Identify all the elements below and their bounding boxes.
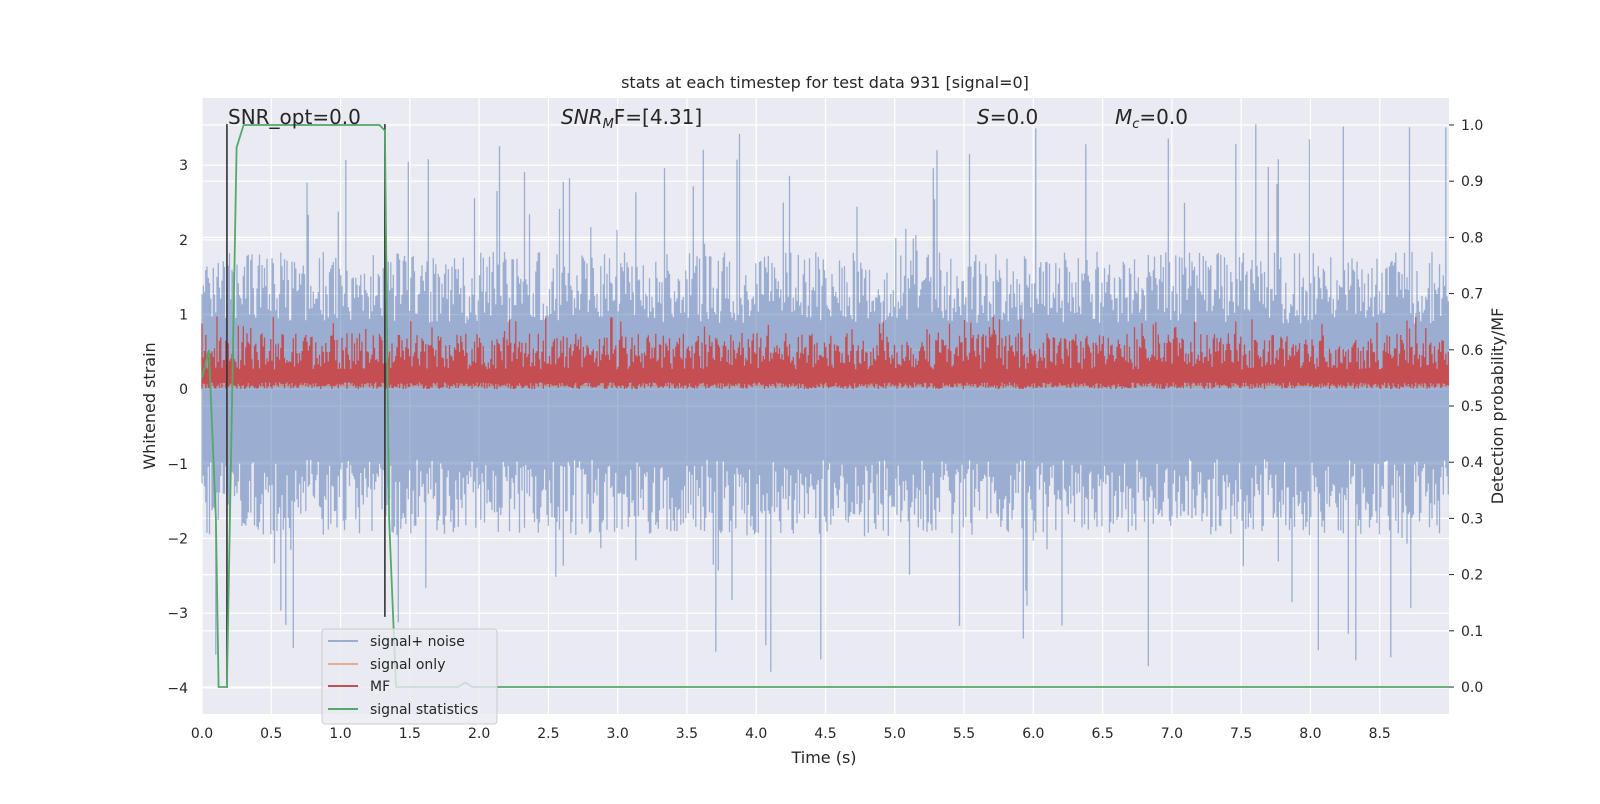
- annotation-snr-mf: SNRMF=[4.31]: [561, 105, 702, 132]
- legend-label-mf: MF: [370, 679, 390, 695]
- y2-tick-label: 0.9: [1461, 174, 1483, 190]
- x-tick-label: 1.5: [399, 726, 421, 742]
- tick-labels: 0.0 0.5 1.0 1.5 2.0 2.5 3.0 3.5 4.0 4.5 5.0 5.5 6.0 6…: [167, 118, 1483, 742]
- legend-label-signal-only: signal only: [370, 657, 445, 673]
- legend-label-signal-noise: signal+ noise: [370, 634, 465, 650]
- x-axis-label: Time (s): [790, 748, 856, 767]
- y-tick-label: 1: [179, 308, 188, 324]
- annotation-mc-suffix: =0.0: [1139, 105, 1188, 129]
- y-axis-label: Whitened strain: [140, 342, 159, 469]
- x-tick-label: 3.5: [676, 726, 698, 742]
- y2-tick-label: 0.0: [1461, 680, 1483, 696]
- x-tick-label: 5.5: [953, 726, 975, 742]
- annotation-snr-mf-suffix: F=[4.31]: [614, 105, 702, 129]
- y-tick-label: −3: [167, 606, 188, 622]
- x-tick-label: 1.0: [329, 726, 351, 742]
- y2-tick-label: 0.6: [1461, 343, 1483, 359]
- x-tick-label: 7.0: [1161, 726, 1183, 742]
- x-tick-label: 6.0: [1022, 726, 1044, 742]
- y2-tick-label: 0.7: [1461, 287, 1483, 303]
- y-tick-label: −2: [167, 532, 188, 548]
- y-tick-label: 3: [179, 158, 188, 174]
- y2-tick-label: 0.8: [1461, 230, 1483, 246]
- y2-tick-label: 0.1: [1461, 624, 1483, 640]
- annotation-mc: Mc=0.0: [1115, 105, 1188, 132]
- y2-axis-label: Detection probability/MF: [1488, 308, 1507, 505]
- annotation-snr-mf-prefix: SNR: [561, 105, 603, 129]
- y2-tick-label: 0.3: [1461, 511, 1483, 527]
- y-tick-label: −1: [167, 457, 188, 473]
- x-tick-label: 5.0: [884, 726, 906, 742]
- annotation-s-prefix: S: [977, 105, 990, 129]
- x-tick-label: 6.5: [1091, 726, 1113, 742]
- annotation-s-suffix: =0.0: [990, 105, 1039, 129]
- y2-tick-label: 0.2: [1461, 568, 1483, 584]
- legend: signal+ noise signal only MF signal stat…: [321, 628, 498, 725]
- chart-title: stats at each timestep for test data 931…: [621, 73, 1029, 92]
- y-tick-label: 0: [179, 382, 188, 398]
- x-tick-label: 0.0: [191, 726, 213, 742]
- annotation-mc-prefix: M: [1115, 105, 1132, 129]
- x-tick-label: 7.5: [1230, 726, 1252, 742]
- legend-box: [321, 628, 498, 725]
- y2-tick-label: 1.0: [1461, 118, 1483, 134]
- y-tick-label: 2: [179, 233, 188, 249]
- annotation-s: S=0.0: [977, 105, 1038, 129]
- y-tick-label: −4: [167, 681, 188, 697]
- x-tick-label: 4.5: [814, 726, 836, 742]
- series-layer: [201, 124, 1449, 688]
- legend-label-signal-statistics: signal statistics: [370, 702, 478, 718]
- x-tick-label: 2.0: [468, 726, 490, 742]
- annotation-mc-sub: c: [1132, 117, 1139, 132]
- annotation-snr-opt: SNR_opt=0.0: [228, 105, 361, 129]
- annotation-snr-mf-sub: M: [603, 117, 614, 132]
- x-tick-label: 0.5: [260, 726, 282, 742]
- y2-tick-label: 0.4: [1461, 455, 1483, 471]
- y2-tick-label: 0.5: [1461, 399, 1483, 415]
- x-tick-label: 8.5: [1369, 726, 1391, 742]
- x-tick-label: 3.0: [607, 726, 629, 742]
- mf-line: [201, 316, 1449, 390]
- x-tick-label: 2.5: [537, 726, 559, 742]
- x-tick-label: 4.0: [745, 726, 767, 742]
- x-tick-label: 8.0: [1299, 726, 1321, 742]
